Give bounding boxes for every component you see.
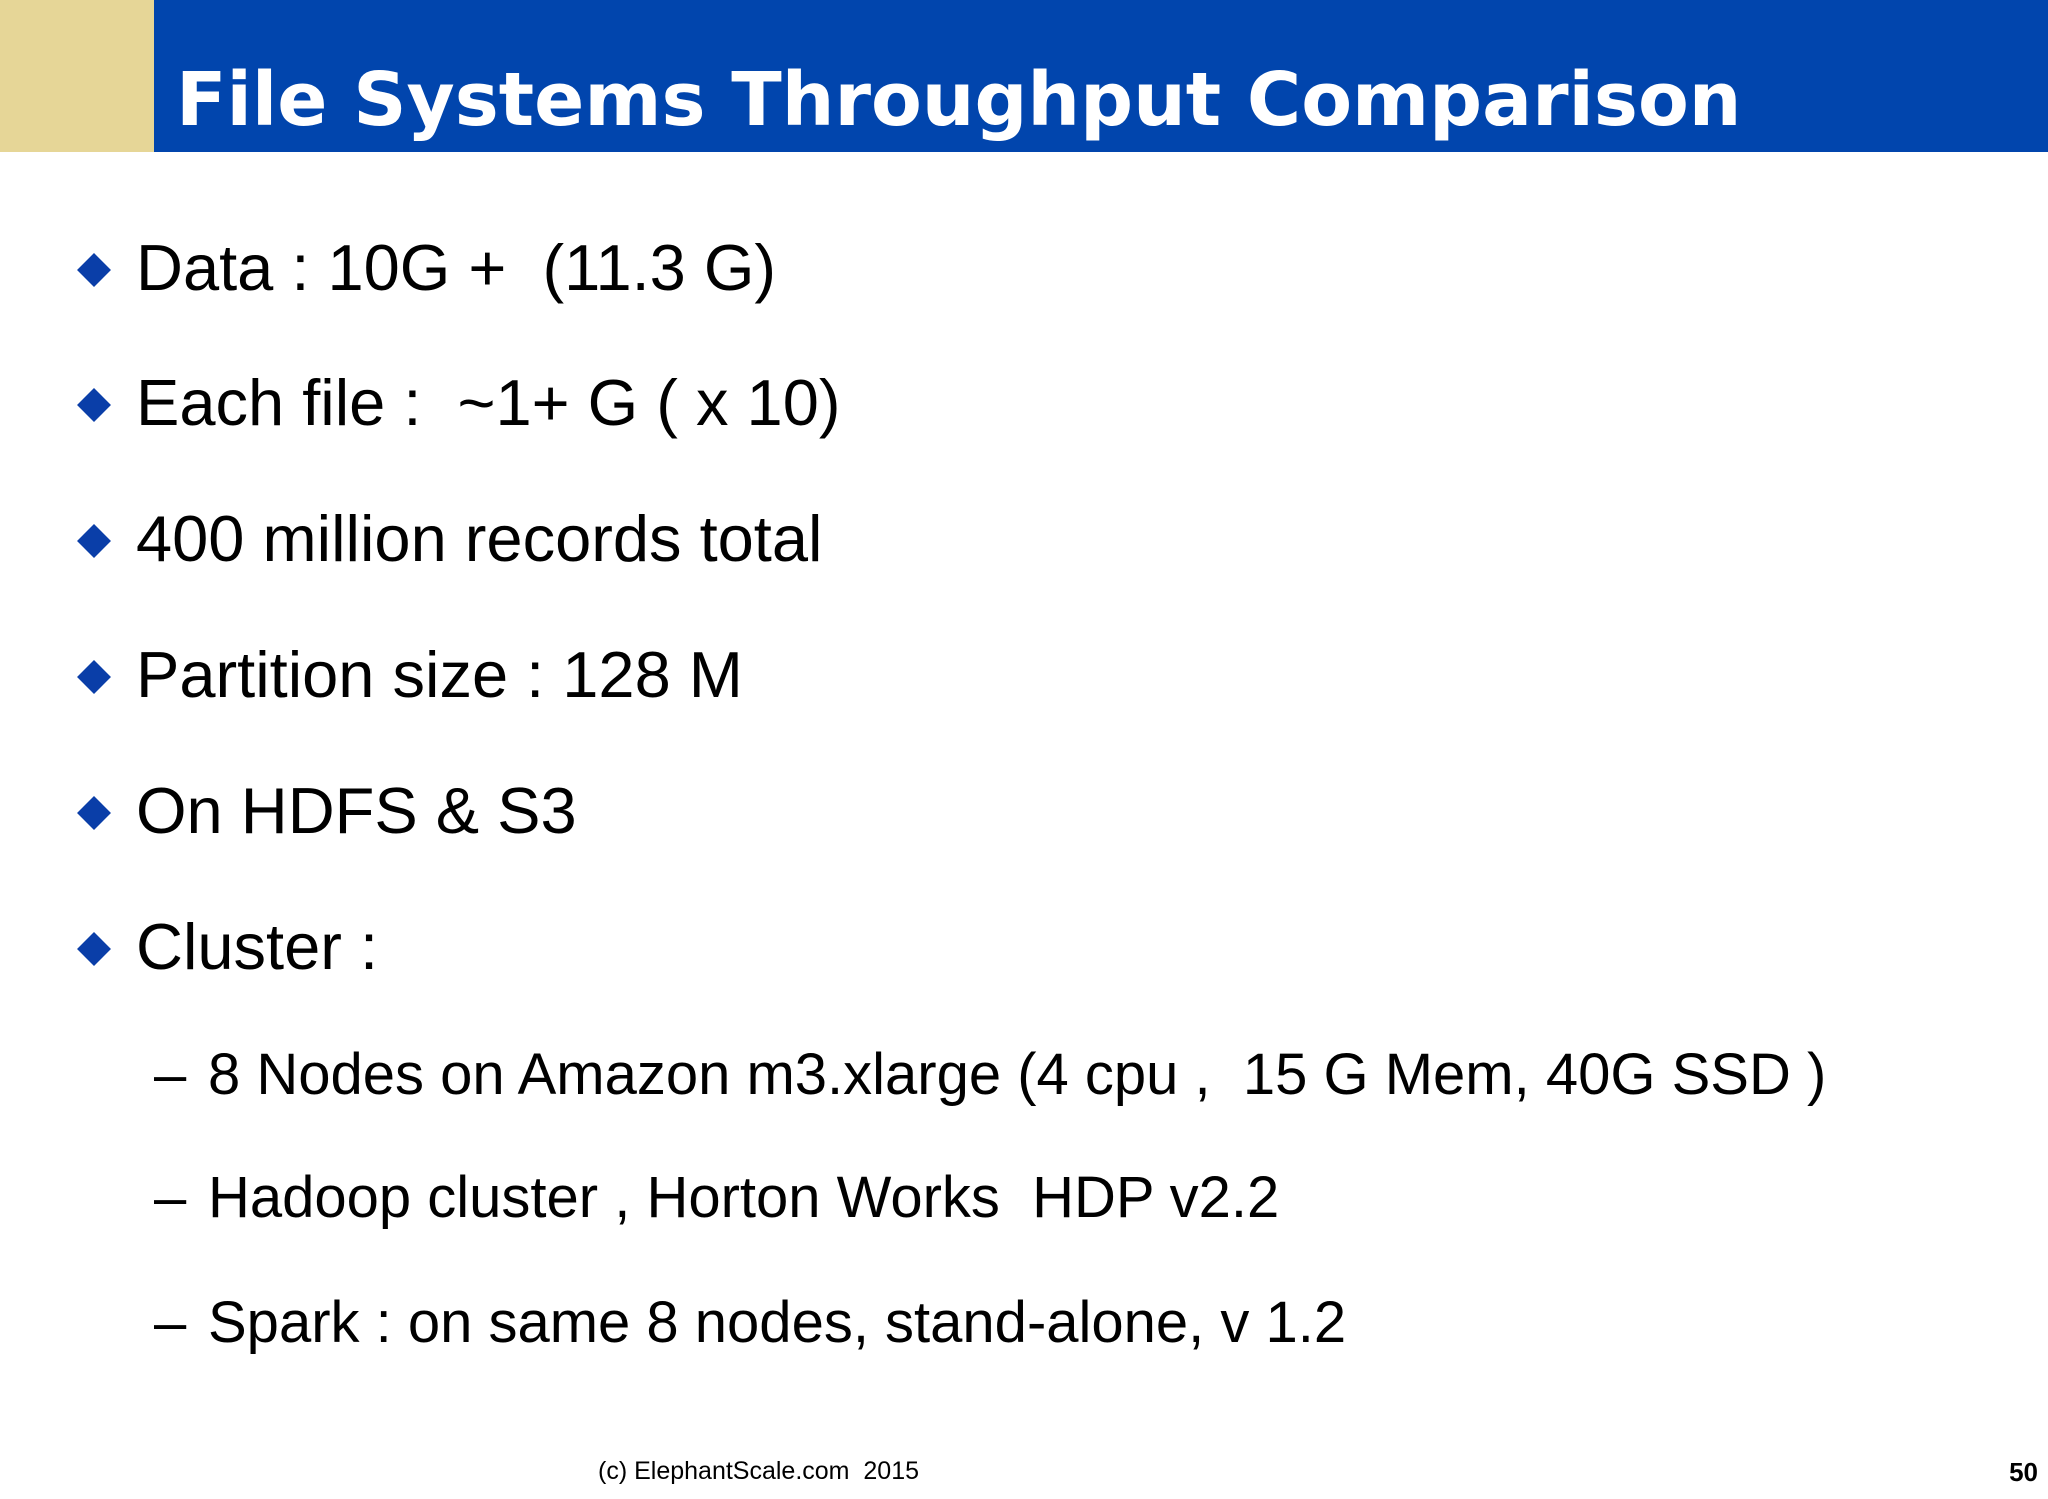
- slide-title: File Systems Throughput Comparison: [176, 57, 1742, 143]
- title-accent-block: [0, 0, 154, 152]
- diamond-bullet-icon: [77, 660, 111, 694]
- dash-marker: –: [154, 1290, 187, 1355]
- bullet-item: On HDFS & S3: [0, 766, 2048, 856]
- sub-bullet-item: – 8 Nodes on Amazon m3.xlarge (4 cpu , 1…: [0, 1037, 2048, 1113]
- dash-marker: –: [154, 1165, 187, 1230]
- bullet-item: Each file : ~1+ G ( x 10): [0, 358, 2048, 448]
- bullet-item: Data : 10G + (11.3 G): [0, 223, 2048, 313]
- bullet-text: Cluster :: [136, 910, 379, 983]
- bullet-text: 400 million records total: [136, 502, 823, 575]
- sub-bullet-item: – Hadoop cluster , Horton Works HDP v2.2: [0, 1160, 2048, 1236]
- diamond-bullet-icon: [77, 253, 111, 287]
- page-number: 50: [2009, 1457, 2038, 1487]
- bullet-item: Partition size : 128 M: [0, 630, 2048, 720]
- bullet-text: Data : 10G + (11.3 G): [136, 231, 777, 304]
- bullet-text: Partition size : 128 M: [136, 638, 743, 711]
- bullet-text: Each file : ~1+ G ( x 10): [136, 366, 841, 439]
- diamond-bullet-icon: [77, 796, 111, 830]
- diamond-bullet-icon: [77, 524, 111, 558]
- sub-bullet-item: – Spark : on same 8 nodes, stand-alone, …: [0, 1285, 2048, 1361]
- bullet-item: 400 million records total: [0, 494, 2048, 584]
- diamond-bullet-icon: [77, 932, 111, 966]
- sub-bullet-text: 8 Nodes on Amazon m3.xlarge (4 cpu , 15 …: [208, 1042, 1827, 1107]
- dash-marker: –: [154, 1042, 187, 1107]
- sub-bullet-text: Hadoop cluster , Horton Works HDP v2.2: [208, 1165, 1280, 1230]
- title-bar: [154, 0, 2048, 152]
- sub-bullet-text: Spark : on same 8 nodes, stand-alone, v …: [208, 1290, 1347, 1355]
- bullet-item: Cluster :: [0, 902, 2048, 992]
- footer-copyright: (c) ElephantScale.com 2015: [598, 1457, 920, 1485]
- bullet-text: On HDFS & S3: [136, 774, 577, 847]
- diamond-bullet-icon: [77, 388, 111, 422]
